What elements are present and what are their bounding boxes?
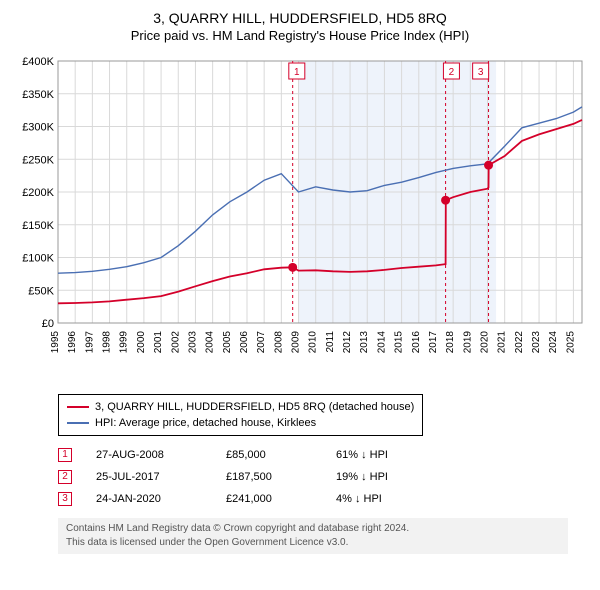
event-date: 24-JAN-2020: [96, 488, 206, 510]
svg-text:£300K: £300K: [22, 122, 54, 134]
svg-text:2020: 2020: [480, 331, 491, 354]
legend-row-2: HPI: Average price, detached house, Kirk…: [67, 415, 414, 431]
event-row: 2 25-JUL-2017 £187,500 19% ↓ HPI: [58, 466, 590, 488]
svg-text:2023: 2023: [531, 331, 542, 354]
svg-text:2006: 2006: [239, 331, 250, 354]
svg-text:3: 3: [478, 67, 484, 78]
svg-text:£200K: £200K: [22, 187, 54, 199]
svg-text:£100K: £100K: [22, 253, 54, 265]
svg-text:2017: 2017: [428, 331, 439, 354]
svg-text:£0: £0: [42, 318, 54, 330]
chart-svg: £0 £50K £100K £150K £200K £250K £300K £350K £400…: [10, 51, 590, 381]
svg-text:2005: 2005: [222, 331, 233, 354]
svg-text:2003: 2003: [187, 331, 198, 354]
event-row: 3 24-JAN-2020 £241,000 4% ↓ HPI: [58, 488, 590, 510]
chart-subtitle: Price paid vs. HM Land Registry's House …: [10, 28, 590, 43]
event-diff: 19% ↓ HPI: [336, 466, 426, 488]
event-diff: 61% ↓ HPI: [336, 444, 426, 466]
chart-area: £0 £50K £100K £150K £200K £250K £300K £350K £400…: [10, 51, 590, 386]
svg-text:2022: 2022: [514, 331, 525, 354]
event-price: £85,000: [226, 444, 316, 466]
event-marker-icon: 1: [58, 448, 72, 462]
svg-text:1998: 1998: [102, 331, 113, 354]
svg-text:2024: 2024: [548, 331, 559, 354]
svg-text:2010: 2010: [308, 331, 319, 354]
chart-title: 3, QUARRY HILL, HUDDERSFIELD, HD5 8RQ: [10, 10, 590, 26]
svg-text:£50K: £50K: [28, 285, 54, 297]
attribution-line-1: Contains HM Land Registry data © Crown c…: [66, 522, 560, 536]
svg-text:£400K: £400K: [22, 56, 54, 68]
svg-text:2009: 2009: [291, 331, 302, 354]
svg-text:1995: 1995: [50, 331, 61, 354]
svg-text:2008: 2008: [273, 331, 284, 354]
svg-text:2000: 2000: [136, 331, 147, 354]
svg-text:2013: 2013: [359, 331, 370, 354]
legend-label-1: 3, QUARRY HILL, HUDDERSFIELD, HD5 8RQ (d…: [95, 399, 414, 415]
event-date: 25-JUL-2017: [96, 466, 206, 488]
event-marker-icon: 2: [58, 470, 72, 484]
attribution-line-2: This data is licensed under the Open Gov…: [66, 536, 560, 550]
svg-text:2016: 2016: [411, 331, 422, 354]
svg-text:1997: 1997: [84, 331, 95, 354]
legend-label-2: HPI: Average price, detached house, Kirk…: [95, 415, 316, 431]
chart-container: 3, QUARRY HILL, HUDDERSFIELD, HD5 8RQ Pr…: [0, 0, 600, 564]
svg-text:2002: 2002: [170, 331, 181, 354]
event-marker-icon: 3: [58, 492, 72, 506]
svg-text:2004: 2004: [205, 331, 216, 354]
event-diff: 4% ↓ HPI: [336, 488, 426, 510]
event-price: £241,000: [226, 488, 316, 510]
legend-swatch-1: [67, 406, 89, 408]
svg-text:2007: 2007: [256, 331, 267, 354]
svg-text:1: 1: [294, 67, 300, 78]
svg-text:£250K: £250K: [22, 154, 54, 166]
event-price: £187,500: [226, 466, 316, 488]
legend: 3, QUARRY HILL, HUDDERSFIELD, HD5 8RQ (d…: [58, 394, 423, 436]
svg-text:1999: 1999: [119, 331, 130, 354]
svg-text:2: 2: [449, 67, 455, 78]
svg-text:2025: 2025: [565, 331, 576, 354]
svg-text:2001: 2001: [153, 331, 164, 354]
svg-text:2021: 2021: [497, 331, 508, 354]
svg-text:2019: 2019: [462, 331, 473, 354]
events-table: 1 27-AUG-2008 £85,000 61% ↓ HPI 2 25-JUL-2017…: [58, 444, 590, 510]
attribution: Contains HM Land Registry data © Crown c…: [58, 518, 568, 554]
svg-text:£150K: £150K: [22, 220, 54, 232]
svg-text:2018: 2018: [445, 331, 456, 354]
svg-text:2011: 2011: [325, 331, 336, 353]
legend-swatch-2: [67, 422, 89, 424]
svg-text:2012: 2012: [342, 331, 353, 354]
svg-text:2015: 2015: [394, 331, 405, 354]
event-date: 27-AUG-2008: [96, 444, 206, 466]
event-row: 1 27-AUG-2008 £85,000 61% ↓ HPI: [58, 444, 590, 466]
svg-text:£350K: £350K: [22, 89, 54, 101]
svg-text:2014: 2014: [376, 331, 387, 354]
svg-text:1996: 1996: [67, 331, 78, 354]
legend-row-1: 3, QUARRY HILL, HUDDERSFIELD, HD5 8RQ (d…: [67, 399, 414, 415]
